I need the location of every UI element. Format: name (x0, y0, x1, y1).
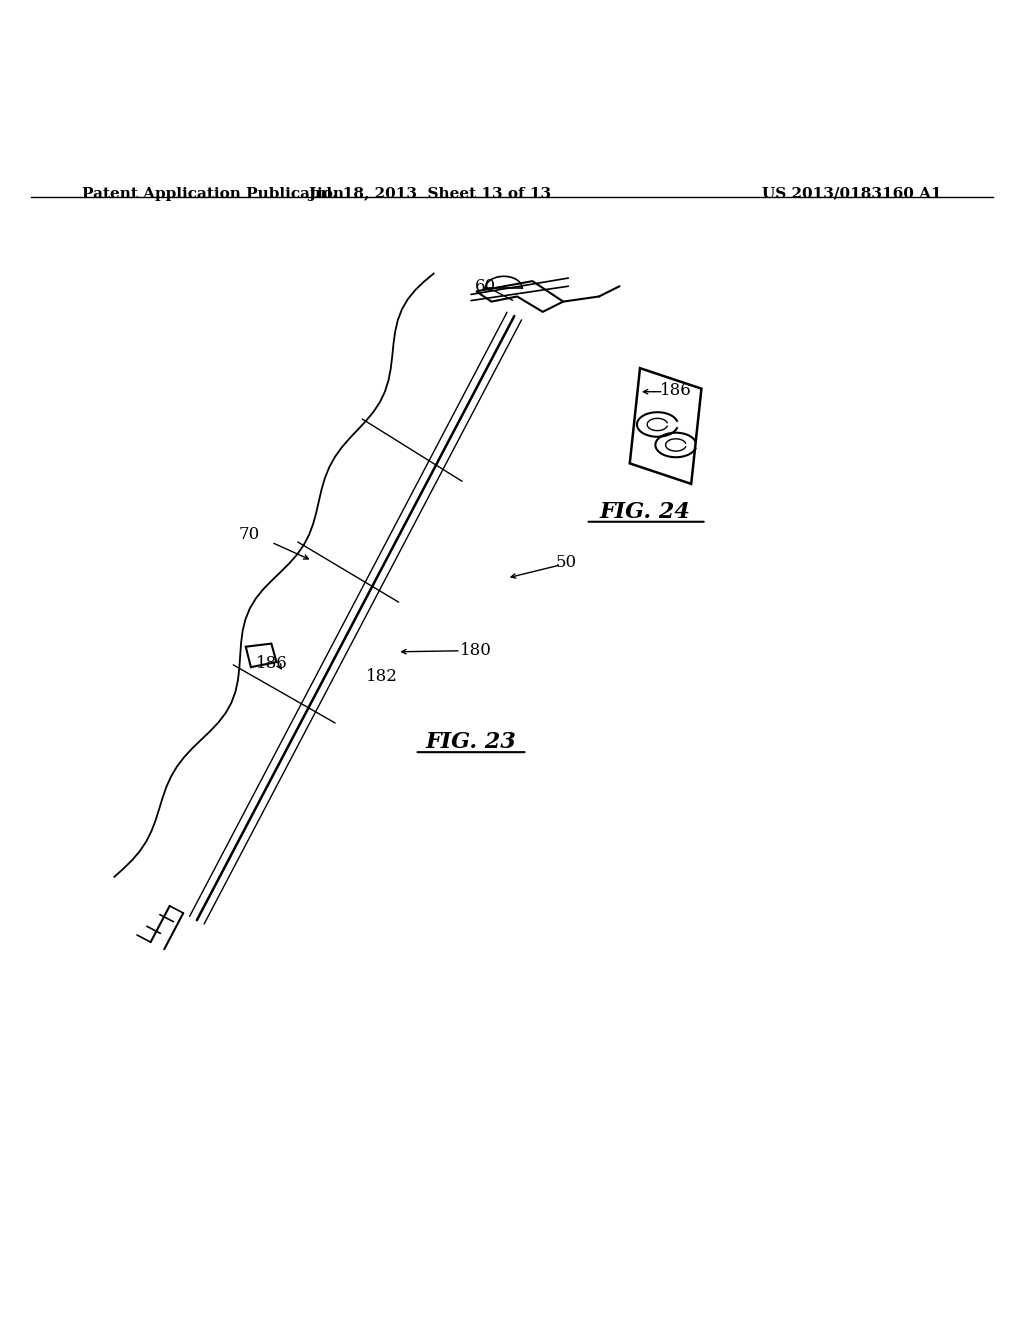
Text: FIG. 24: FIG. 24 (600, 500, 690, 523)
Text: 60: 60 (475, 277, 496, 294)
Text: 186: 186 (659, 383, 692, 399)
Text: 186: 186 (255, 655, 288, 672)
Text: 50: 50 (556, 554, 577, 572)
Text: FIG. 23: FIG. 23 (426, 731, 516, 752)
Text: Jul. 18, 2013  Sheet 13 of 13: Jul. 18, 2013 Sheet 13 of 13 (308, 187, 552, 201)
Text: US 2013/0183160 A1: US 2013/0183160 A1 (763, 187, 942, 201)
Text: 70: 70 (239, 525, 259, 543)
Text: 182: 182 (366, 668, 398, 685)
Text: 180: 180 (460, 643, 493, 659)
Text: Patent Application Publication: Patent Application Publication (82, 187, 344, 201)
